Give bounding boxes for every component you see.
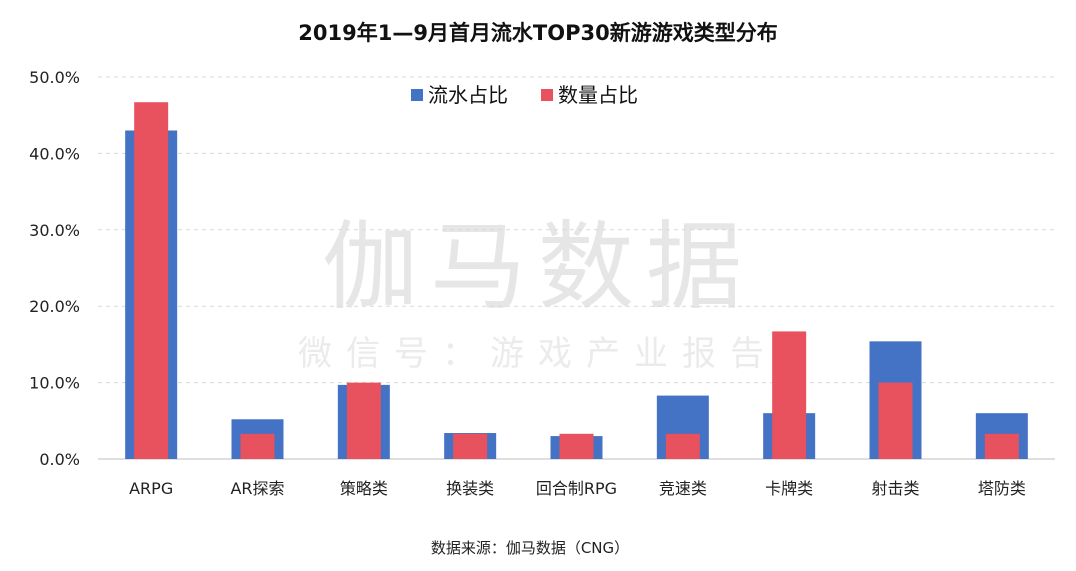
legend: 流水占比 数量占比 bbox=[411, 83, 638, 107]
legend-label: 流水占比 bbox=[428, 83, 508, 107]
y-axis-ticks: 0.0% 10.0% 20.0% 30.0% 40.0% 50.0% bbox=[29, 68, 80, 469]
x-category-label: ARPG bbox=[129, 479, 173, 498]
legend-swatch bbox=[541, 89, 553, 101]
legend-swatch bbox=[411, 89, 423, 101]
bar-数量占比 bbox=[346, 382, 381, 459]
bar-数量占比 bbox=[984, 433, 1019, 459]
x-axis-categories: ARPG AR探索 策略类 换装类 回合制RPG 竞速类 卡牌类 射击类 塔防类 bbox=[129, 479, 1026, 498]
x-category-label: 回合制RPG bbox=[536, 479, 617, 498]
x-category-label: 策略类 bbox=[340, 479, 388, 498]
watermark: 伽马数据 微信号：游戏产业报告 bbox=[298, 211, 778, 374]
x-category-label: 射击类 bbox=[871, 479, 919, 498]
x-category-label: 卡牌类 bbox=[765, 479, 813, 498]
bar-数量占比 bbox=[134, 102, 169, 459]
y-tick-label: 10.0% bbox=[29, 374, 80, 393]
y-tick-label: 0.0% bbox=[39, 450, 80, 469]
y-tick-label: 40.0% bbox=[29, 144, 80, 163]
bar-数量占比 bbox=[665, 433, 700, 459]
x-category-label: 换装类 bbox=[446, 479, 494, 498]
bar-数量占比 bbox=[240, 433, 275, 459]
y-tick-label: 20.0% bbox=[29, 297, 80, 316]
y-tick-label: 50.0% bbox=[29, 68, 80, 87]
bar-数量占比 bbox=[453, 433, 488, 459]
y-tick-label: 30.0% bbox=[29, 221, 80, 240]
x-category-label: 塔防类 bbox=[978, 479, 1026, 498]
bars bbox=[125, 102, 1028, 460]
bar-数量占比 bbox=[878, 382, 913, 459]
bar-数量占比 bbox=[559, 433, 594, 459]
bar-数量占比 bbox=[772, 331, 807, 459]
source-note: 数据来源：伽马数据（CNG） bbox=[431, 539, 629, 557]
watermark-sub: 微信号：游戏产业报告 bbox=[298, 334, 778, 374]
legend-label: 数量占比 bbox=[558, 83, 638, 107]
x-category-label: AR探索 bbox=[230, 479, 284, 498]
chart-title: 2019年1—9月首月流水TOP30新游游戏类型分布 bbox=[298, 21, 777, 45]
x-category-label: 竞速类 bbox=[659, 479, 707, 498]
